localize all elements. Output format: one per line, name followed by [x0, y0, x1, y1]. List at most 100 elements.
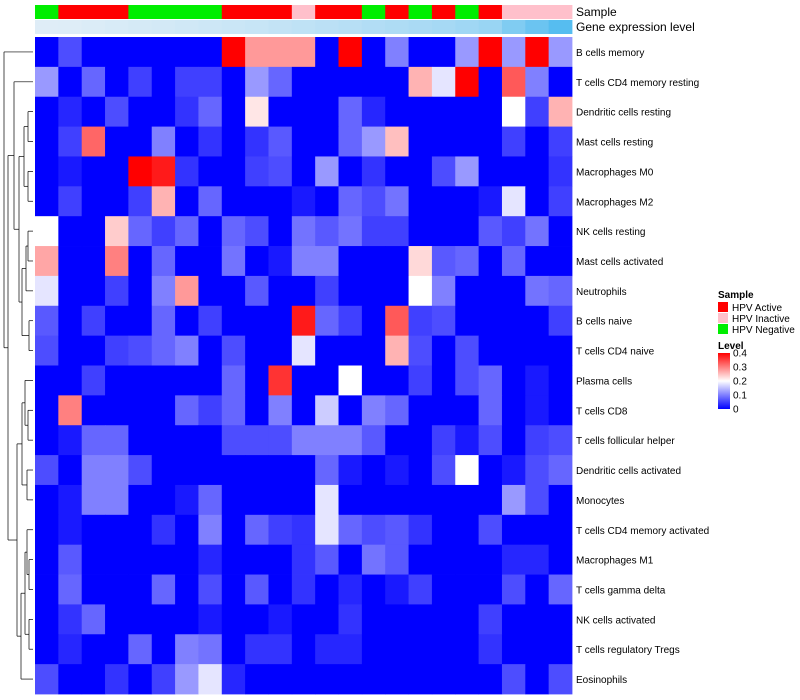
- row-label-18: T cells gamma delta: [576, 585, 666, 596]
- heatmap-cell-r16-c3: [105, 514, 129, 546]
- heatmap-cell-r18-c21: [525, 574, 550, 605]
- heatmap-cell-r11-c8: [221, 365, 246, 396]
- heatmap-cell-r4-c8: [221, 156, 246, 187]
- sample-annotation-cell-12: [315, 5, 339, 19]
- heatmap-cell-r11-c0: [35, 365, 59, 396]
- sample-annotation-cell-16: [408, 5, 433, 19]
- heatmap-cell-r19-c5: [151, 604, 176, 635]
- heatmap-cell-r12-c16: [408, 395, 433, 426]
- expression-annotation-cell-22: [548, 20, 573, 34]
- heatmap-cell-r13-c22: [548, 425, 573, 456]
- heatmap-cell-r18-c6: [175, 574, 199, 605]
- heatmap-cell-r0-c20: [501, 37, 526, 68]
- heatmap-cell-r17-c11: [291, 544, 316, 575]
- heatmap-cell-r12-c5: [151, 395, 176, 426]
- heatmap-cell-r17-c3: [105, 544, 129, 575]
- heatmap-cell-r17-c17: [431, 544, 456, 575]
- heatmap-cell-r4-c15: [385, 156, 409, 187]
- heatmap-cell-r18-c3: [105, 574, 129, 605]
- heatmap-cell-r13-c20: [501, 425, 526, 456]
- heatmap-cell-r16-c21: [525, 514, 550, 546]
- heatmap-cell-r0-c9: [245, 37, 269, 68]
- heatmap-cell-r5-c9: [245, 186, 269, 217]
- heatmap-cell-r14-c15: [385, 455, 409, 486]
- row-labels: B cells memory T cells CD4 memory resting…: [576, 48, 709, 686]
- expression-annotation-cell-16: [408, 20, 433, 34]
- heatmap-cell-r10-c20: [501, 335, 526, 366]
- heatmap-cell-r10-c0: [35, 335, 59, 366]
- heatmap-cell-r13-c7: [198, 425, 223, 456]
- heatmap-cell-r1-c1: [58, 66, 83, 98]
- expression-annotation-cell-4: [128, 20, 153, 34]
- heatmap-cell-r17-c2: [81, 544, 106, 575]
- heatmap-cell-r20-c4: [128, 634, 153, 665]
- heatmap-cell-r17-c22: [548, 544, 573, 575]
- heatmap-cell-r10-c10: [268, 335, 293, 366]
- heatmap-cell-r9-c8: [221, 305, 246, 337]
- expression-annotation-cell-9: [245, 20, 269, 34]
- heatmap-cell-r8-c6: [175, 275, 199, 307]
- expression-annotation-cell-21: [525, 20, 550, 34]
- heatmap-cell-r10-c22: [548, 335, 573, 366]
- heatmap-cell-r4-c10: [268, 156, 293, 187]
- heatmap-cell-r19-c10: [268, 604, 293, 635]
- heatmap-cell-r3-c19: [478, 126, 503, 157]
- heatmap-cell-r19-c1: [58, 604, 83, 635]
- heatmap-cell-r2-c13: [338, 96, 363, 127]
- heatmap-cell-r1-c22: [548, 66, 573, 98]
- heatmap-cell-r9-c20: [501, 305, 526, 337]
- row-label-12: T cells CD8: [576, 406, 628, 417]
- heatmap-cell-r7-c19: [478, 246, 503, 277]
- row-label-5: Macrophages M2: [576, 197, 654, 208]
- heatmap-cell-r1-c7: [198, 66, 223, 98]
- heatmap-cell-r3-c4: [128, 126, 153, 157]
- heatmap-cell-r17-c4: [128, 544, 153, 575]
- heatmap-cell-r21-c7: [198, 664, 223, 695]
- heatmap-cell-r11-c13: [338, 365, 363, 396]
- heatmap-cell-r16-c4: [128, 514, 153, 546]
- heatmap-cell-r9-c12: [315, 305, 339, 337]
- heatmap-cell-r0-c16: [408, 37, 433, 68]
- sample-annotation-cell-22: [548, 5, 573, 19]
- expression-annotation-cell-12: [315, 20, 339, 34]
- heatmap-cell-r19-c13: [338, 604, 363, 635]
- heatmap-cell-r8-c15: [385, 275, 409, 307]
- heatmap-cell-r17-c0: [35, 544, 59, 575]
- heatmap-cell-r20-c0: [35, 634, 59, 665]
- heatmap-cell-r0-c18: [455, 37, 480, 68]
- heatmap-cell-r14-c6: [175, 455, 199, 486]
- heatmap-cell-r18-c11: [291, 574, 316, 605]
- sample-legend-title: Sample: [718, 290, 754, 301]
- heatmap-cell-r19-c8: [221, 604, 246, 635]
- heatmap-cell-r7-c20: [501, 246, 526, 277]
- heatmap-cell-r21-c21: [525, 664, 550, 695]
- heatmap-cell-r8-c16: [408, 275, 433, 307]
- sample-legend-label-1: HPV Inactive: [732, 314, 790, 325]
- heatmap-cell-r13-c2: [81, 425, 106, 456]
- row-label-14: Dendritic cells activated: [576, 466, 681, 477]
- heatmap-cell-r20-c22: [548, 634, 573, 665]
- heatmap-cell-r21-c12: [315, 664, 339, 695]
- heatmap-cell-r6-c0: [35, 216, 59, 247]
- heatmap-cell-r21-c11: [291, 664, 316, 695]
- heatmap-cell-r19-c18: [455, 604, 480, 635]
- heatmap-cell-r16-c19: [478, 514, 503, 546]
- heatmap-cell-r1-c20: [501, 66, 526, 98]
- heatmap-cell-r8-c17: [431, 275, 456, 307]
- heatmap-cell-r12-c3: [105, 395, 129, 426]
- heatmap-cell-r13-c21: [525, 425, 550, 456]
- heatmap-cell-r16-c20: [501, 514, 526, 546]
- heatmap-cell-r12-c15: [385, 395, 409, 426]
- heatmap-cell-r14-c11: [291, 455, 316, 486]
- heatmap-cell-r19-c22: [548, 604, 573, 635]
- heatmap-cell-r0-c13: [338, 37, 363, 68]
- heatmap-cell-r14-c21: [525, 455, 550, 486]
- row-label-6: NK cells resting: [576, 227, 645, 238]
- heatmap-cell-r0-c0: [35, 37, 59, 68]
- expression-annotation-cell-14: [361, 20, 386, 34]
- heatmap-cell-r13-c8: [221, 425, 246, 456]
- heatmap-cell-r9-c9: [245, 305, 269, 337]
- heatmap-cell-r1-c14: [361, 66, 386, 98]
- heatmap-cell-r10-c15: [385, 335, 409, 366]
